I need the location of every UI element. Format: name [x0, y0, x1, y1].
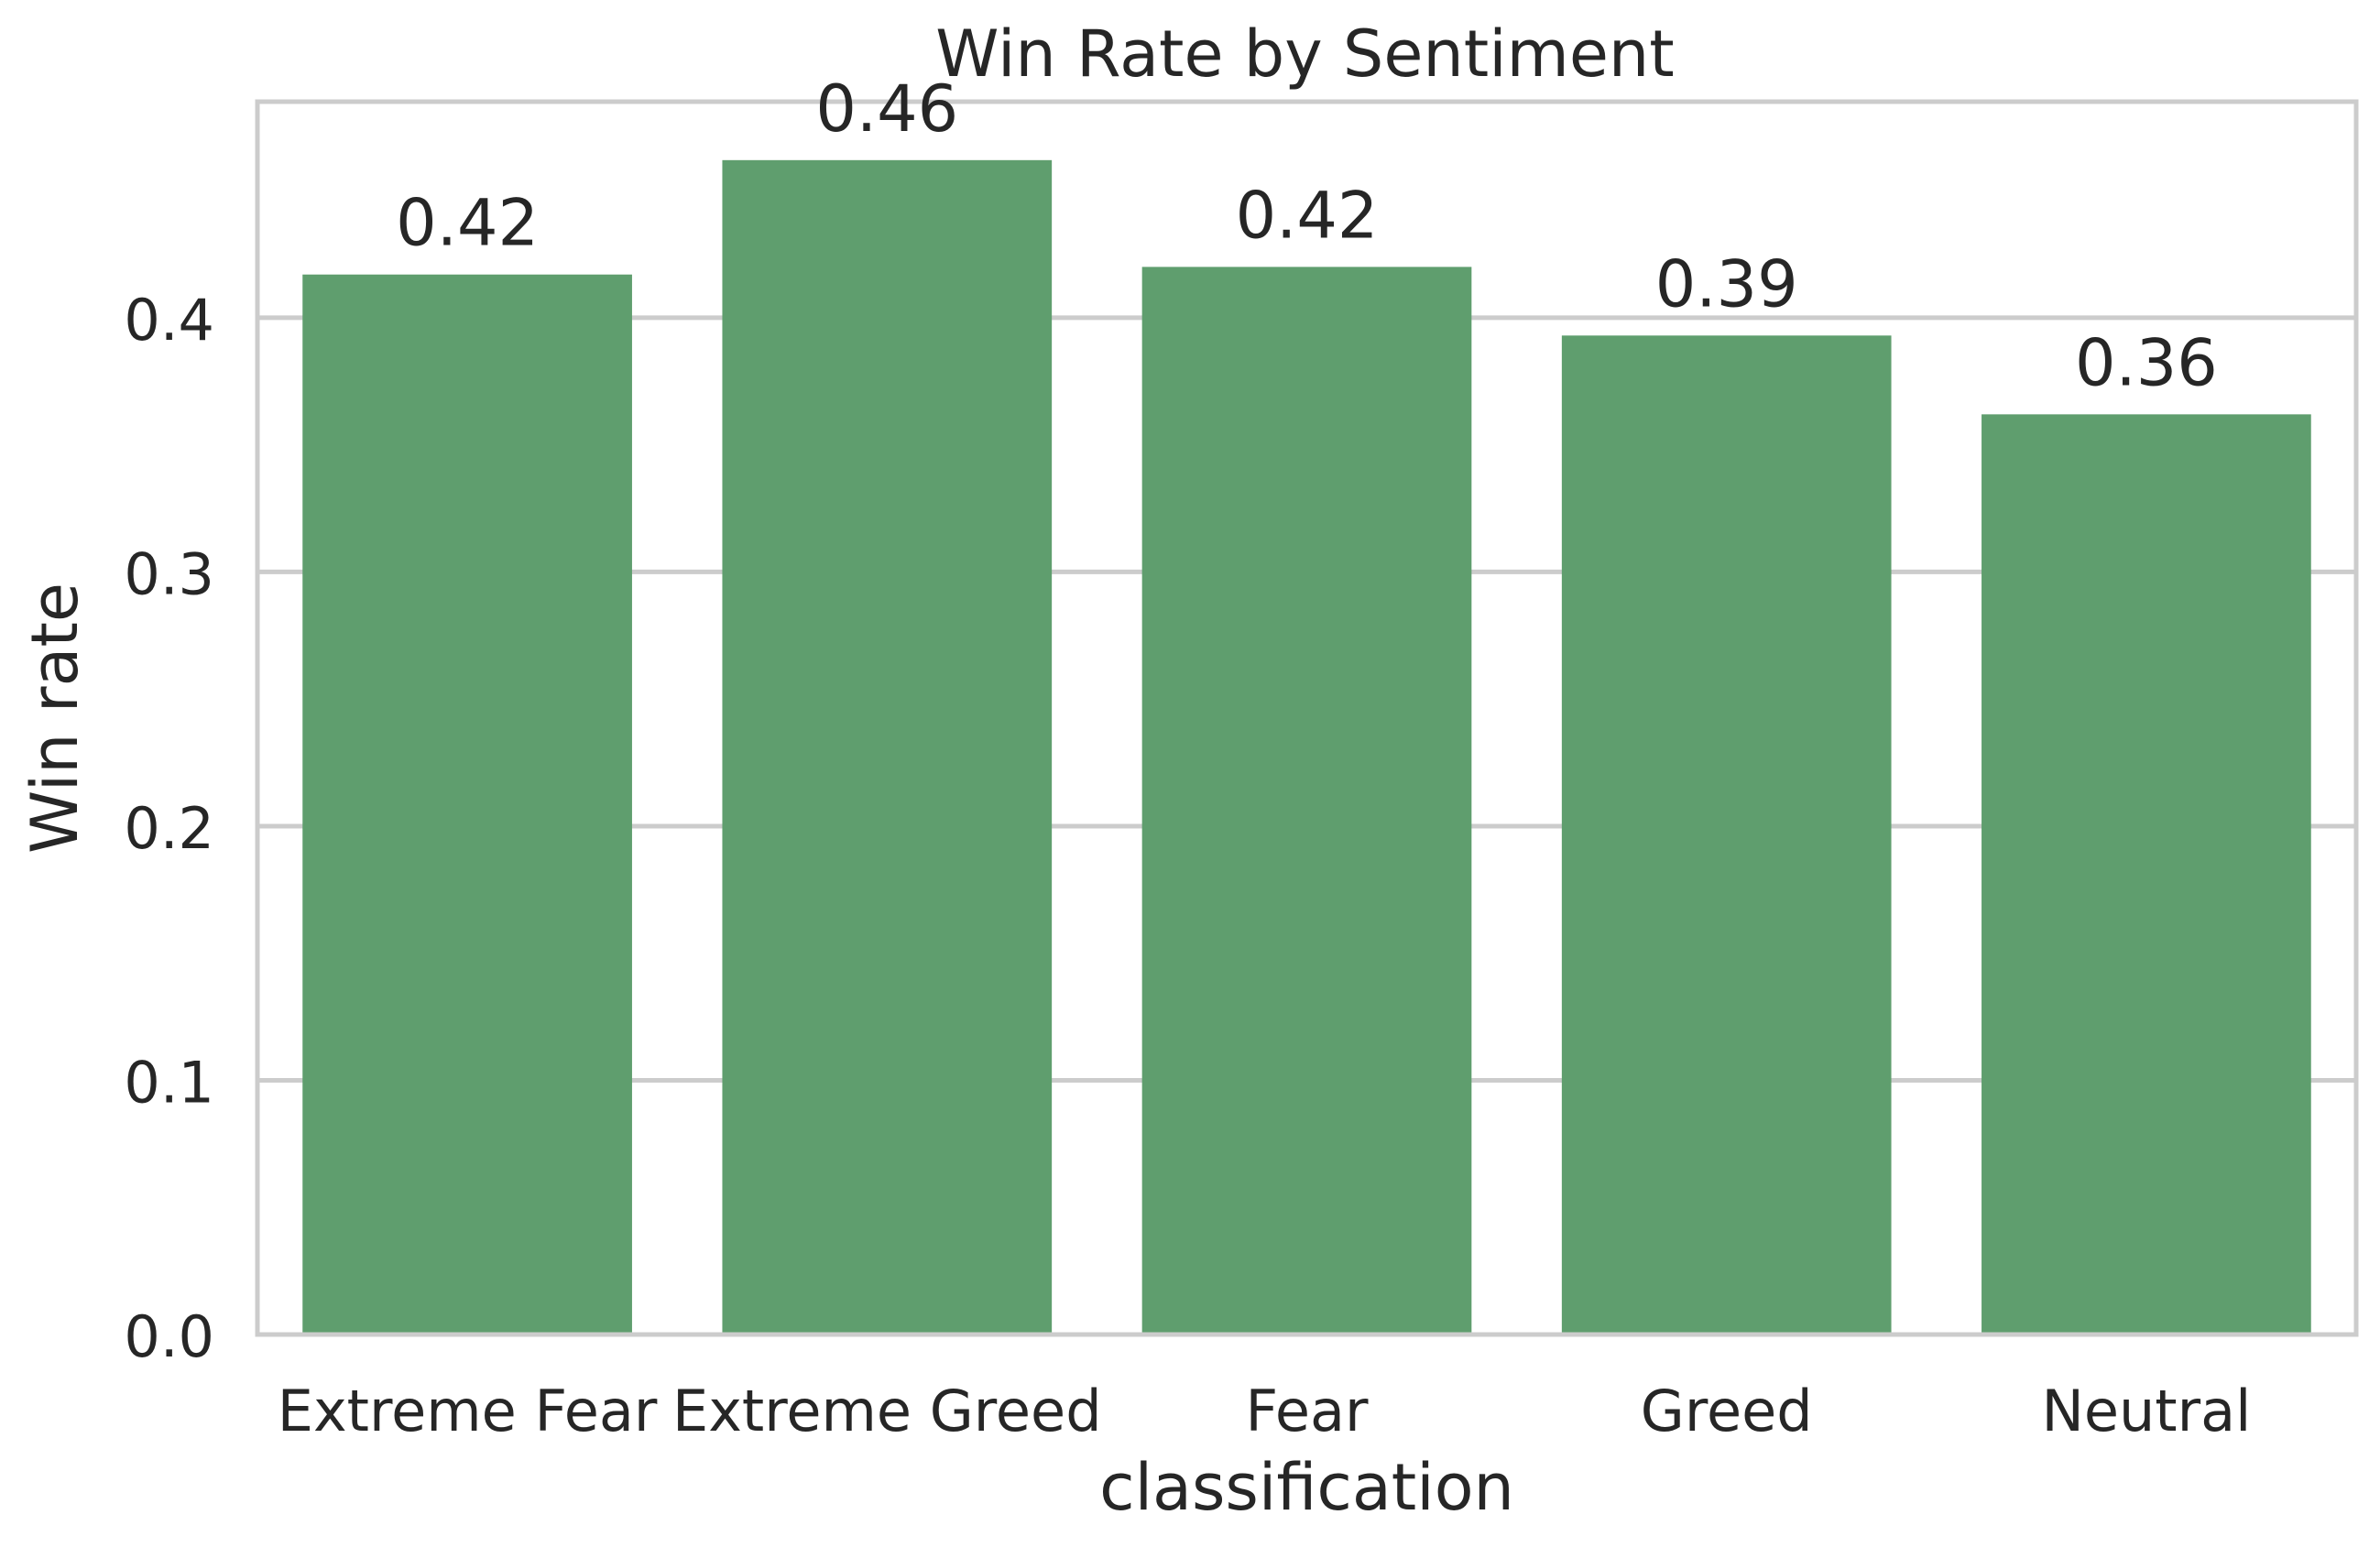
data-label-fear: 0.42 [1236, 178, 1379, 253]
y-axis-label: Win rate [17, 583, 93, 854]
bar-greed [1561, 335, 1892, 1335]
y-tick-label-1: 0.1 [124, 1049, 214, 1116]
data-label-extreme-greed: 0.46 [815, 71, 958, 147]
bar-fear [1141, 267, 1472, 1335]
data-label-greed: 0.39 [1655, 246, 1798, 321]
bar-extreme-greed [722, 159, 1053, 1335]
x-tick-labels: Extreme Fear Extreme Greed Fear Greed Neutra… [278, 1378, 2252, 1444]
x-tick-label-extreme-greed: Extreme Greed [672, 1378, 1102, 1444]
data-label-extreme-fear: 0.42 [396, 186, 539, 261]
x-tick-label-neutral: Neutral [2041, 1378, 2251, 1444]
bars [302, 159, 2311, 1335]
bar-extreme-fear [302, 274, 632, 1335]
x-tick-label-extreme-fear: Extreme Fear [278, 1378, 658, 1444]
bar-neutral [1982, 414, 2311, 1335]
x-axis-label: classification [1099, 1450, 1514, 1525]
data-labels: 0.42 0.46 0.42 0.39 0.36 [396, 71, 2218, 401]
y-tick-label-4: 0.4 [124, 287, 214, 354]
y-tick-label-2: 0.2 [124, 795, 214, 862]
x-tick-label-greed: Greed [1641, 1378, 1813, 1444]
y-tick-label-3: 0.3 [124, 540, 214, 607]
y-tick-label-0: 0.0 [124, 1303, 214, 1370]
data-label-neutral: 0.36 [2075, 325, 2218, 400]
chart-title: Win Rate by Sentiment [935, 16, 1674, 92]
y-tick-labels: 0.0 0.1 0.2 0.3 0.4 [124, 287, 214, 1370]
plot-frame [255, 99, 2359, 1337]
x-tick-label-fear: Fear [1246, 1378, 1369, 1444]
